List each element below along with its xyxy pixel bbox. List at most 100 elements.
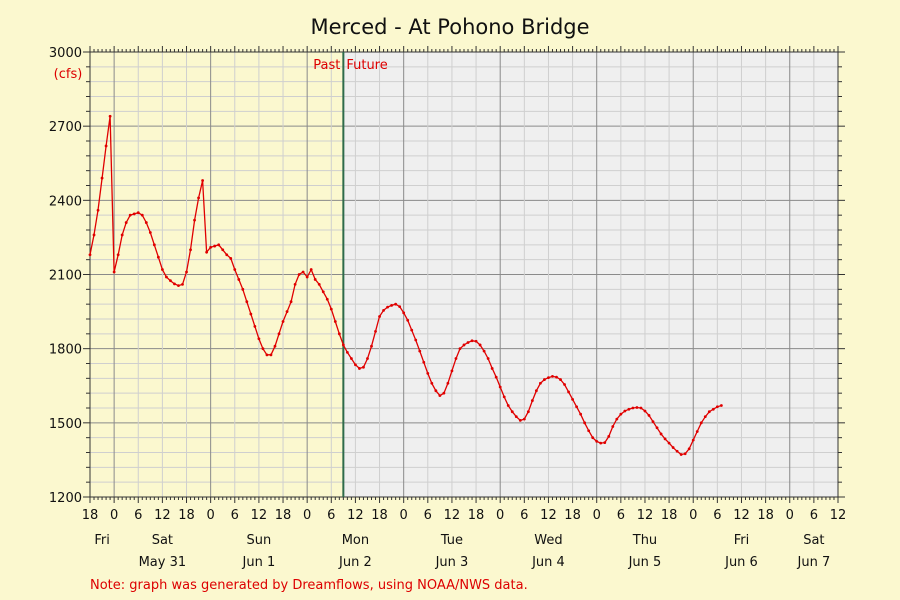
date-label: Jun 4 bbox=[531, 555, 565, 570]
flow-point bbox=[615, 417, 619, 421]
day-label: Fri bbox=[734, 533, 750, 548]
flow-point bbox=[603, 441, 607, 445]
flow-point bbox=[474, 339, 478, 343]
y-tick-label: 2100 bbox=[49, 269, 82, 284]
flow-point bbox=[663, 437, 667, 441]
flow-point bbox=[321, 290, 325, 294]
flow-point bbox=[100, 176, 104, 180]
flow-point bbox=[579, 412, 583, 416]
flow-point bbox=[510, 410, 514, 414]
flow-point bbox=[269, 353, 273, 357]
flow-point bbox=[112, 270, 116, 274]
flow-point bbox=[470, 339, 474, 343]
flow-point bbox=[438, 394, 442, 398]
flow-point bbox=[197, 196, 200, 200]
flow-point bbox=[173, 282, 176, 286]
y-tick-label: 2700 bbox=[49, 120, 82, 135]
day-label: Thu bbox=[632, 533, 657, 548]
flow-point bbox=[120, 233, 124, 237]
future-label: Future bbox=[346, 58, 387, 73]
flow-point bbox=[349, 357, 353, 360]
flow-point bbox=[205, 250, 209, 254]
flow-point bbox=[265, 353, 269, 357]
flow-point bbox=[132, 212, 136, 216]
date-label: Jun 2 bbox=[338, 555, 372, 570]
x-tick-label: 6 bbox=[231, 508, 239, 523]
flow-point bbox=[177, 284, 180, 288]
y-tick-label: 1200 bbox=[49, 491, 82, 506]
flow-point bbox=[595, 439, 599, 443]
flow-point bbox=[719, 404, 723, 407]
flow-point bbox=[374, 329, 377, 333]
x-tick-label: 6 bbox=[424, 508, 432, 523]
flow-point bbox=[297, 273, 301, 276]
flow-point bbox=[623, 409, 627, 413]
date-label: Jun 1 bbox=[242, 555, 276, 570]
date-label: Jun 3 bbox=[435, 555, 469, 570]
x-tick-label: 0 bbox=[593, 508, 601, 523]
flow-point bbox=[611, 425, 615, 428]
y-tick-label: 2400 bbox=[49, 194, 82, 209]
flow-point bbox=[502, 395, 506, 399]
flow-point bbox=[160, 268, 164, 271]
flow-point bbox=[695, 430, 699, 433]
day-label: Sat bbox=[803, 533, 824, 548]
flow-point bbox=[671, 446, 675, 449]
flow-point bbox=[454, 357, 458, 360]
y-tick-label: 3000 bbox=[49, 46, 82, 61]
flow-point bbox=[362, 365, 365, 369]
flow-point bbox=[559, 378, 562, 381]
flow-point bbox=[587, 429, 591, 433]
flow-point bbox=[104, 144, 108, 148]
flow-point bbox=[458, 347, 462, 351]
flow-point bbox=[370, 344, 373, 348]
flow-point bbox=[245, 300, 249, 304]
flow-point bbox=[583, 421, 587, 425]
chart-title: Merced - At Pohono Bridge bbox=[310, 15, 589, 39]
flow-point bbox=[366, 357, 369, 360]
x-tick-label: 12 bbox=[540, 508, 557, 523]
flow-point bbox=[707, 410, 711, 414]
flow-point bbox=[563, 383, 566, 386]
flow-point bbox=[156, 255, 160, 259]
flow-point bbox=[555, 375, 558, 379]
flow-point bbox=[651, 420, 655, 423]
flow-point bbox=[406, 318, 410, 322]
flow-point bbox=[144, 221, 148, 224]
flow-point bbox=[281, 320, 285, 323]
flow-point bbox=[462, 343, 466, 347]
flow-point bbox=[703, 415, 707, 419]
flow-point bbox=[345, 350, 349, 354]
flow-point bbox=[229, 257, 233, 260]
flow-point bbox=[522, 417, 526, 421]
flow-point bbox=[289, 300, 293, 304]
flow-point bbox=[398, 305, 402, 309]
flow-point bbox=[378, 315, 381, 318]
flow-point bbox=[92, 233, 96, 237]
flow-point bbox=[518, 418, 522, 422]
flow-point bbox=[442, 391, 446, 395]
flow-point bbox=[539, 381, 542, 385]
flow-point bbox=[285, 310, 289, 313]
flow-point bbox=[675, 449, 679, 453]
flow-point bbox=[277, 332, 281, 336]
x-tick-label: 18 bbox=[82, 508, 99, 523]
flow-point bbox=[293, 282, 297, 286]
date-label: Jun 7 bbox=[797, 555, 831, 570]
flow-point bbox=[88, 253, 92, 257]
flow-point bbox=[478, 343, 482, 347]
date-label: May 31 bbox=[139, 555, 187, 570]
flow-point bbox=[253, 325, 257, 328]
flow-point bbox=[414, 338, 418, 342]
flow-point bbox=[358, 367, 361, 370]
flow-point bbox=[201, 179, 205, 182]
flow-point bbox=[422, 360, 426, 364]
flow-point bbox=[225, 253, 229, 257]
flow-point bbox=[506, 404, 510, 407]
flow-point bbox=[643, 409, 647, 413]
flow-point bbox=[514, 415, 518, 419]
x-tick-label: 6 bbox=[810, 508, 818, 523]
x-tick-label: 12 bbox=[637, 508, 654, 523]
flow-point bbox=[627, 407, 631, 411]
